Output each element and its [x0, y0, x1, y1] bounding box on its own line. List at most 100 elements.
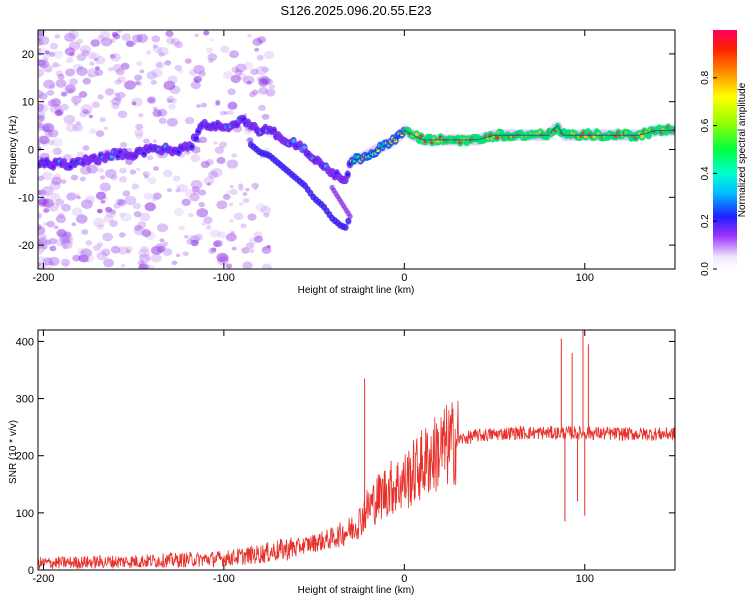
spectrogram-noise-blob: [217, 256, 229, 266]
spectrogram-noise-blob: [97, 208, 103, 214]
spectrogram-noise-blob: [79, 45, 91, 54]
spectrogram-noise-blob: [217, 231, 227, 239]
spectrogram-noise-blob: [119, 176, 128, 183]
spectrogram-noise-blob: [80, 199, 93, 209]
spectrogram-noise-blob: [87, 74, 93, 79]
spectrogram-noise-blob: [196, 104, 201, 108]
spectrogram-noise-blob: [95, 191, 107, 200]
spectrogram-noise-blob: [38, 115, 46, 122]
spectrogram-noise-blob: [118, 246, 129, 255]
spectrogram-noise-blob: [205, 159, 214, 166]
spectrogram-noise-blob: [100, 37, 113, 47]
spectrogram-noise-blob: [38, 135, 49, 145]
spectrogram-track-line: [349, 124, 675, 165]
spectrogram-noise-blob: [110, 245, 121, 254]
spectrogram-noise-blob: [90, 52, 100, 61]
spectrogram-noise-blob: [241, 246, 250, 254]
spectrogram-noise-blob: [166, 117, 178, 127]
spectrogram-noise-blob: [89, 128, 97, 135]
spectrogram-noise-blob: [200, 160, 210, 169]
spectrogram-noise-blob: [64, 84, 76, 94]
spectrogram-noise-blob: [46, 220, 55, 228]
spectrogram-noise-blob: [242, 261, 253, 269]
spectrogram-noise-blob: [38, 212, 43, 220]
spectrogram-noise-blob: [174, 41, 183, 49]
spectrogram-noise-blob: [101, 248, 111, 257]
spectrogram-noise-blob: [171, 260, 178, 266]
spectrogram-noise-blob: [256, 54, 264, 61]
snr-x-ticks: -200 -100 0 100: [32, 330, 594, 585]
spectrogram-noise-blob: [158, 51, 165, 57]
spectrogram-noise-blob: [57, 212, 65, 219]
spectrogram-noise-blob: [152, 166, 159, 171]
spectrogram-noise-blob: [150, 79, 157, 85]
spectrogram-noise-blob: [44, 50, 50, 55]
spectrogram-noise-blob: [86, 164, 99, 174]
spectrogram-noise-blob: [65, 68, 75, 77]
spectrogram-noise-blob: [206, 223, 211, 228]
spectrogram-noise-blob: [134, 74, 143, 81]
spectrogram-noise-blob: [176, 253, 181, 258]
spectrogram-noise-blob: [71, 207, 83, 217]
spectrogram-noise-blob: [152, 192, 162, 200]
spectrogram-noise-blob: [38, 92, 48, 100]
spectrogram-noise-blob: [165, 30, 174, 37]
spectrogram-noise-blob: [115, 96, 122, 102]
spectrogram-noise-blob: [109, 100, 114, 104]
spectrogram-noise-blob: [43, 239, 52, 246]
spectrogram-noise-blob: [76, 214, 88, 224]
spectrogram-noise-blob: [152, 109, 162, 118]
spectrogram-noise-blob: [151, 196, 158, 202]
spectrogram-noise-blob: [129, 169, 137, 175]
spectrogram-noise-blob: [110, 174, 118, 181]
spectrogram-x-tick-label: -100: [213, 272, 235, 284]
spectrogram-noise-blob: [247, 213, 257, 221]
spectrogram-noise-blob: [136, 33, 148, 43]
spectrogram-noise-blob: [205, 47, 214, 54]
spectrogram-noise-blob: [41, 140, 49, 147]
spectrogram-noise-blob: [181, 198, 191, 207]
spectrogram-frame: [37, 29, 676, 270]
spectrogram-noise-blob: [76, 195, 81, 200]
spectrogram-noise-blob: [96, 251, 108, 261]
spectrogram-noise-blob: [131, 34, 143, 43]
spectrogram-noise-blob: [243, 61, 254, 70]
spectrogram-noise-blob: [88, 114, 94, 119]
spectrogram-noise-blob: [42, 54, 50, 60]
spectrogram-noise-blob: [96, 208, 102, 213]
spectrogram-noise-blob: [230, 74, 241, 84]
spectrogram-noise-blob: [220, 45, 230, 53]
spectrogram-noise-blob: [258, 86, 269, 95]
spectrogram-noise-blob: [69, 78, 78, 86]
colorbar-tick-label: 0.6: [700, 118, 711, 132]
spectrogram-noise-blob: [76, 66, 88, 76]
spectrogram-noise-blob: [38, 189, 47, 196]
spectrogram-noise-blob: [38, 39, 44, 46]
snr-y-tick-label: 300: [16, 394, 34, 406]
spectrogram-noise-blob: [86, 51, 97, 60]
spectrogram-noise-blob: [120, 62, 130, 70]
spectrogram-noise-blob: [198, 189, 207, 196]
spectrogram-noise-blob: [249, 237, 258, 244]
spectrogram-noise-blob: [75, 120, 82, 126]
spectrogram-noise-blob: [73, 124, 82, 131]
spectrogram-y-tick-label: 0: [28, 145, 34, 157]
spectrogram-noise-blob: [216, 200, 228, 210]
spectrogram-noise-blob: [208, 58, 214, 64]
spectrogram-noise-blob: [109, 220, 118, 227]
spectrogram-noise-blob: [38, 103, 49, 113]
spectrogram-noise-blob: [54, 225, 59, 230]
spectrogram-noise-blob: [48, 51, 56, 57]
spectrogram-noise-blob: [206, 225, 212, 230]
spectrogram-noise-blob: [93, 57, 99, 62]
spectrogram-noise-blob: [146, 96, 157, 104]
spectrogram-noise-blob: [49, 84, 56, 90]
snr-y-tick-label: 0: [28, 565, 34, 577]
spectrogram-noise-blob: [51, 176, 62, 186]
spectrogram-noise-blob: [156, 223, 169, 233]
snr-y-tick-label: 100: [16, 508, 34, 520]
spectrogram-noise-blob: [81, 229, 89, 235]
spectrogram-noise-blob: [263, 50, 275, 60]
spectrogram-noise-blob: [231, 246, 237, 251]
spectrogram-noise-blob: [215, 101, 221, 106]
